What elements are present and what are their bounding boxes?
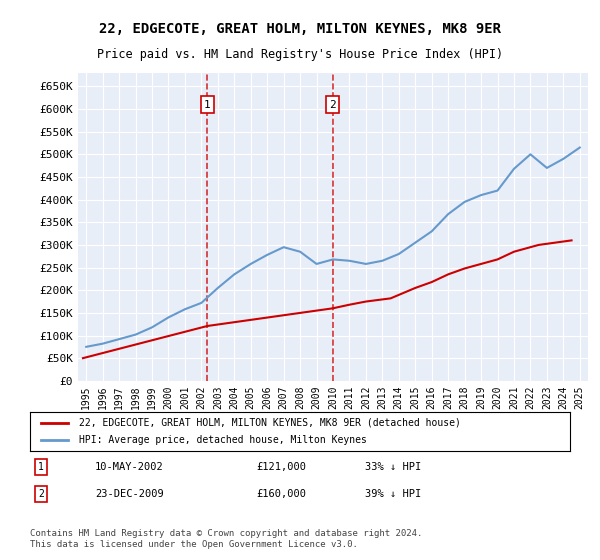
Text: 10-MAY-2002: 10-MAY-2002 <box>95 462 164 472</box>
Text: HPI: Average price, detached house, Milton Keynes: HPI: Average price, detached house, Milt… <box>79 435 367 445</box>
Text: 39% ↓ HPI: 39% ↓ HPI <box>365 489 421 498</box>
Text: 22, EDGECOTE, GREAT HOLM, MILTON KEYNES, MK8 9ER: 22, EDGECOTE, GREAT HOLM, MILTON KEYNES,… <box>99 22 501 36</box>
Text: Price paid vs. HM Land Registry's House Price Index (HPI): Price paid vs. HM Land Registry's House … <box>97 48 503 60</box>
Text: 23-DEC-2009: 23-DEC-2009 <box>95 489 164 498</box>
Text: £160,000: £160,000 <box>257 489 307 498</box>
Text: Contains HM Land Registry data © Crown copyright and database right 2024.
This d: Contains HM Land Registry data © Crown c… <box>30 529 422 549</box>
Text: 1: 1 <box>38 462 44 472</box>
Text: 22, EDGECOTE, GREAT HOLM, MILTON KEYNES, MK8 9ER (detached house): 22, EDGECOTE, GREAT HOLM, MILTON KEYNES,… <box>79 418 460 428</box>
Text: 2: 2 <box>38 489 44 498</box>
Text: 33% ↓ HPI: 33% ↓ HPI <box>365 462 421 472</box>
Text: 2: 2 <box>329 100 336 110</box>
Text: 1: 1 <box>204 100 211 110</box>
Text: £121,000: £121,000 <box>257 462 307 472</box>
